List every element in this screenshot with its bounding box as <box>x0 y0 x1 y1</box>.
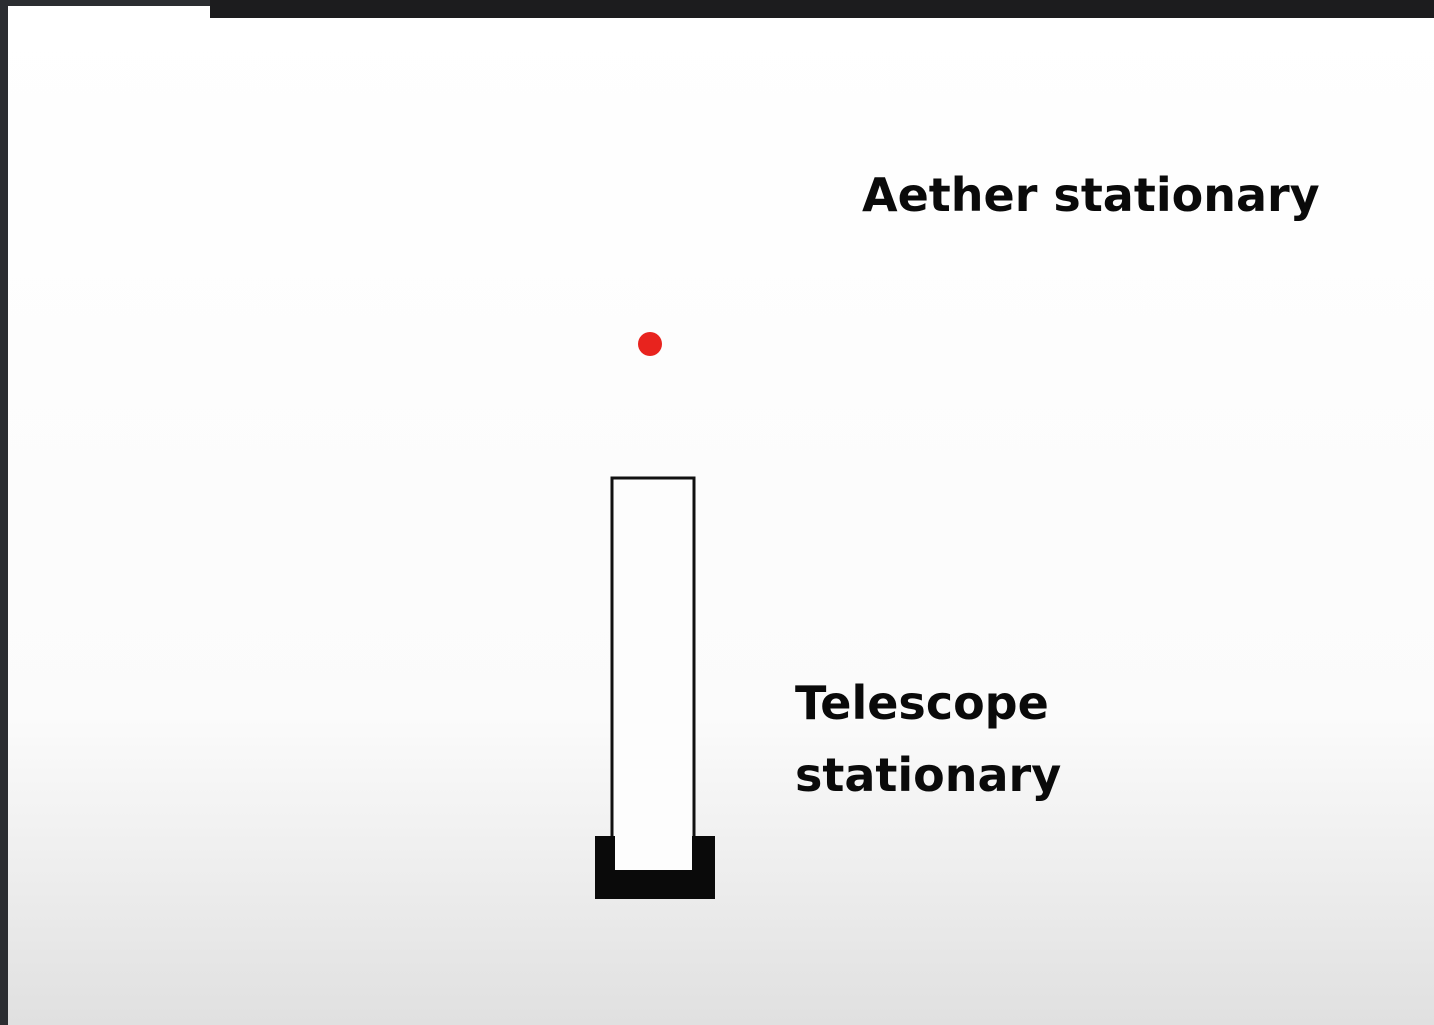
telescope-label: Telescope <box>795 676 1049 730</box>
top-bar <box>210 0 1434 18</box>
aether-label: Aether stationary <box>862 168 1320 222</box>
telescope-base <box>595 836 715 899</box>
light-particle <box>638 332 662 356</box>
telescope-tube <box>610 476 696 876</box>
telescope-label: stationary <box>795 748 1061 802</box>
slide-background <box>8 6 1434 1025</box>
